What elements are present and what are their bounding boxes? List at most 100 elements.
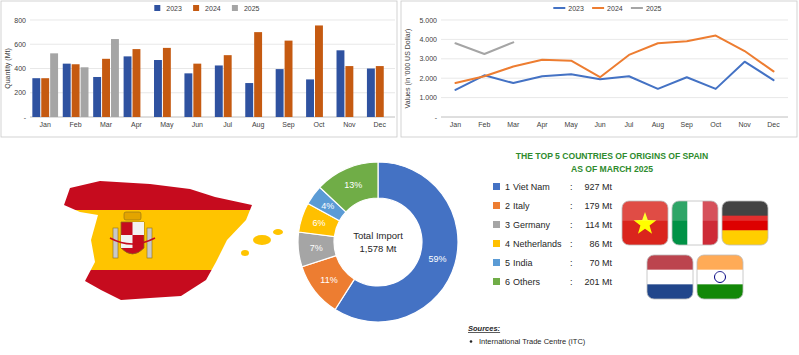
- x-tick-label: May: [565, 121, 579, 129]
- y-tick-label: 2.000: [419, 75, 437, 82]
- legend-swatch: [631, 7, 643, 9]
- bar: [345, 66, 353, 117]
- legend-label: Viet Nam: [513, 182, 550, 192]
- y-tick-label: 800: [14, 17, 26, 24]
- bar: [376, 66, 384, 117]
- shield-quarter: [133, 222, 145, 235]
- plot-area: [32, 25, 383, 117]
- flag-gloss: [722, 201, 768, 221]
- flag-body: [697, 255, 743, 299]
- bar: [224, 55, 232, 117]
- y-tick-label: 4.000: [419, 36, 437, 43]
- flag-band: [55, 270, 290, 305]
- x-tick-label: Oct: [710, 121, 721, 128]
- bar: [41, 78, 49, 117]
- flag-border: [672, 201, 718, 245]
- quantity-label: 70 Mt: [589, 258, 612, 268]
- bar: [111, 39, 119, 117]
- ranking-legend: 1Viet Nam:927 Mt2Italy:179 Mt3Germany:11…: [493, 182, 612, 287]
- legend-swatch: [493, 259, 500, 266]
- quantity-label: 114 Mt: [585, 220, 612, 230]
- y-tick-label: -: [435, 114, 438, 121]
- donut-chart: 59%11%7%6%4%13%Total Import1,578 Mt: [298, 162, 458, 322]
- legend-label: 2024: [205, 5, 221, 12]
- panel-frame: [401, 1, 797, 137]
- legend-swatch: [232, 5, 238, 11]
- bar: [102, 59, 110, 117]
- shield-quarter: [121, 235, 133, 248]
- bar: [50, 53, 58, 117]
- x-tick-label: Apr: [131, 121, 143, 129]
- x-tick-label: Sep: [681, 121, 694, 129]
- bar: [245, 83, 253, 117]
- slice-label: 7%: [310, 243, 323, 253]
- y-tick-label: 600: [14, 41, 26, 48]
- bar: [315, 25, 323, 117]
- separator: :: [570, 258, 573, 268]
- flag-border: [697, 255, 743, 299]
- plot-area: [455, 36, 773, 90]
- chart-panel: -1.0002.0003.0004.0005.000Values (in '00…: [401, 1, 797, 137]
- x-tick-label: May: [160, 121, 174, 129]
- flag: [622, 201, 668, 245]
- bar: [32, 78, 40, 117]
- legend-swatch: [493, 240, 500, 247]
- bar: [184, 73, 192, 117]
- grid-line: [441, 39, 788, 40]
- sources: Sources:International Trade Centre (ITC): [468, 324, 586, 346]
- bar: [81, 67, 89, 117]
- separator: :: [570, 220, 573, 230]
- x-tick-label: Oct: [314, 121, 325, 128]
- flag-body: [722, 201, 768, 245]
- legend-label: 2024: [607, 5, 623, 12]
- flag-field: [622, 201, 668, 245]
- grid-line: [441, 20, 788, 21]
- x-tick-label: Mar: [507, 121, 520, 128]
- y-tick-label: -: [24, 114, 27, 121]
- flag: [647, 255, 693, 300]
- bar: [276, 69, 284, 117]
- line: [455, 42, 513, 54]
- flag-border: [647, 255, 693, 299]
- crown: [124, 212, 141, 220]
- center-text: Total Import: [353, 230, 403, 241]
- legend: 202320242025: [553, 5, 661, 12]
- x-tick-label: Jan: [450, 121, 461, 128]
- x-tick-label: Nov: [343, 121, 356, 128]
- flag-gloss: [672, 201, 718, 221]
- grid-line: [30, 44, 395, 45]
- bar: [163, 48, 171, 117]
- slice-label: 4%: [321, 201, 334, 211]
- flag-stripe: [722, 230, 768, 245]
- flag: [672, 201, 719, 245]
- x-tick-label: Feb: [70, 121, 82, 128]
- legend-swatch: [493, 278, 500, 285]
- legend-label: 2025: [244, 5, 260, 12]
- spain-flag-fill: [55, 175, 290, 305]
- pillar: [147, 228, 152, 258]
- grid-line: [441, 97, 788, 98]
- slice-label: 6%: [313, 218, 326, 228]
- y-tick-label: 3.000: [419, 55, 437, 62]
- quantity-label: 86 Mt: [589, 239, 612, 249]
- bar: [133, 49, 141, 117]
- bar: [306, 79, 314, 117]
- x-tick-label: Mar: [100, 121, 113, 128]
- legend-label: Netherlands: [513, 239, 562, 249]
- bar: [367, 69, 375, 118]
- legend-label: Others: [513, 277, 541, 287]
- sources-heading: Sources:: [468, 324, 501, 333]
- flag-gloss: [647, 255, 693, 275]
- legend: 202320242025: [154, 5, 259, 12]
- bar: [124, 56, 132, 117]
- flag: [722, 201, 768, 246]
- flag-band: [55, 210, 290, 270]
- x-tick-label: Aug: [652, 121, 665, 129]
- canvas: -200400600800Quantity (Mt)JanFebMarAprMa…: [0, 0, 799, 355]
- chart-panel: -200400600800Quantity (Mt)JanFebMarAprMa…: [1, 1, 397, 137]
- flag-stripe: [697, 284, 743, 299]
- bar: [254, 32, 262, 117]
- line: [455, 36, 773, 84]
- flag-gloss: [697, 255, 743, 275]
- bar: [193, 64, 201, 117]
